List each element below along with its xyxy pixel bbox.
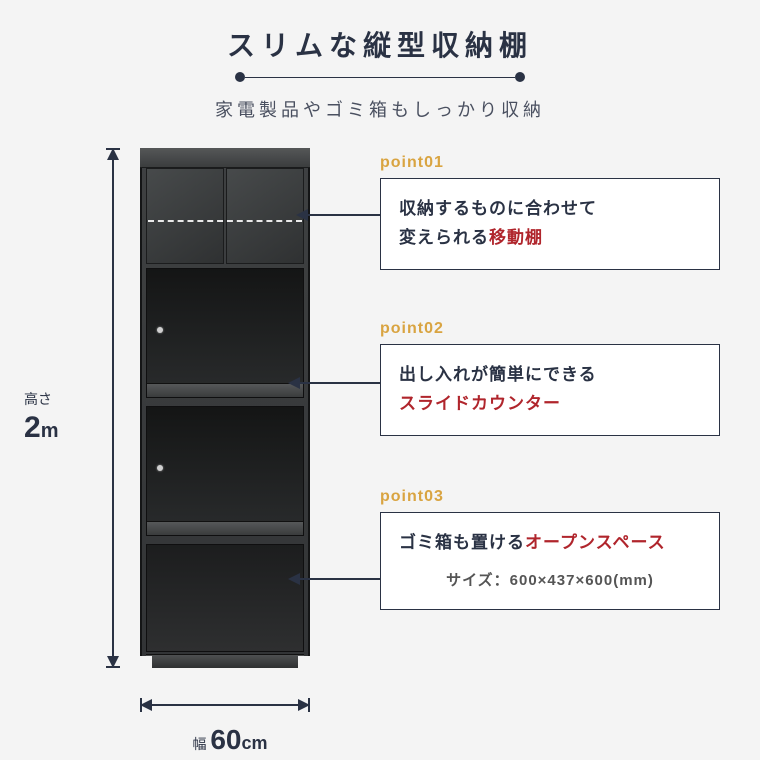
page-subtitle: 家電製品やゴミ箱もしっかり収納: [0, 96, 760, 122]
open-space-size: サイズ：600×437×600(mm): [399, 568, 701, 594]
callout-1: point01 収納するものに合わせて 変えられる移動棚: [380, 154, 720, 270]
callout-box-2: 出し入れが簡単にできる スライドカウンター: [380, 344, 720, 436]
page-title: スリムな縦型収納棚: [0, 24, 760, 64]
product-cabinet: [140, 148, 310, 668]
cabinet-door-right: [226, 168, 304, 264]
movable-shelf-indicator: [148, 220, 302, 222]
cabinet-compartment-1: [146, 268, 304, 398]
callout-3: point03 ゴミ箱も置けるオープンスペース サイズ：600×437×600(…: [380, 488, 720, 610]
callout-2: point02 出し入れが簡単にできる スライドカウンター: [380, 320, 720, 436]
dimension-width: [140, 686, 310, 726]
callout-box-1: 収納するものに合わせて 変えられる移動棚: [380, 178, 720, 270]
cabinet-door-left: [146, 168, 224, 264]
dimension-height-label: 高さ 2m: [24, 390, 58, 447]
cabinet-compartment-2: [146, 406, 304, 536]
point-label-3: point03: [380, 488, 720, 506]
leader-line-3: [300, 578, 380, 580]
cabinet-open-space: [146, 544, 304, 652]
dimension-width-label: 幅 60cm: [150, 724, 310, 756]
title-rule: [0, 72, 760, 82]
point-label-1: point01: [380, 154, 720, 172]
point-label-2: point02: [380, 320, 720, 338]
callout-box-3: ゴミ箱も置けるオープンスペース サイズ：600×437×600(mm): [380, 512, 720, 610]
dimension-height: [92, 148, 132, 668]
leader-line-2: [300, 382, 380, 384]
leader-line-1: [308, 214, 380, 216]
